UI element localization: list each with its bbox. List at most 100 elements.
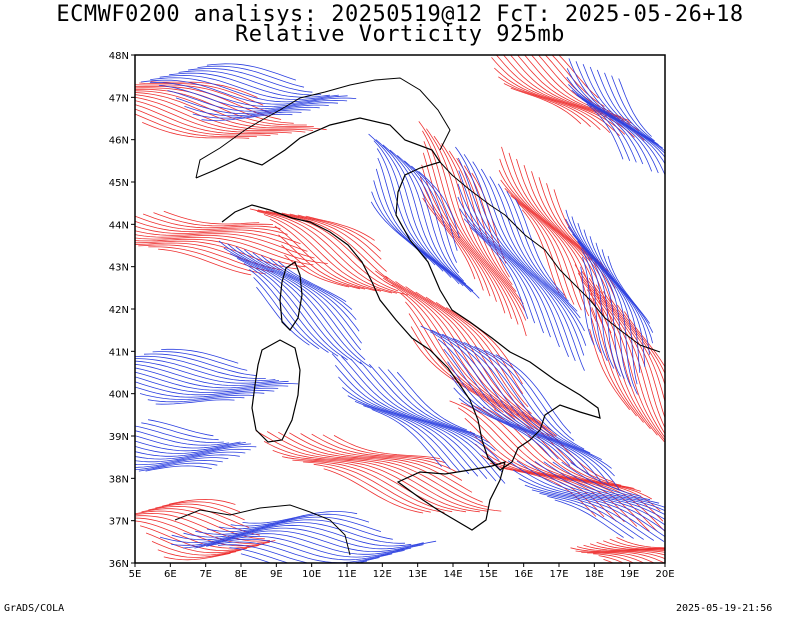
positive-contour-line xyxy=(448,150,517,293)
chart-subtitle: Relative Vorticity 925mb xyxy=(235,22,565,47)
positive-contour-line xyxy=(266,431,489,508)
lat-tick-label: 42N xyxy=(109,305,129,316)
positive-contour-line xyxy=(570,547,665,560)
negative-contour-line xyxy=(135,367,299,389)
negative-contour-line xyxy=(159,75,339,100)
positive-contour-line xyxy=(263,214,393,294)
positive-contour-line xyxy=(391,284,546,438)
negative-contour-line xyxy=(429,331,609,484)
negative-contour-line xyxy=(524,484,665,542)
positive-contour-line xyxy=(135,242,283,271)
negative-contour-line xyxy=(243,262,339,357)
positive-contour-line xyxy=(150,81,258,98)
negative-contour-line xyxy=(252,252,360,332)
positive-contour-line xyxy=(505,411,635,489)
negative-contour-line xyxy=(463,218,536,324)
lat-tick-label: 40N xyxy=(109,390,129,401)
sicily-coastline xyxy=(396,461,506,531)
positive-contour-line xyxy=(272,450,480,513)
negative-contour-line xyxy=(135,363,289,386)
positive-contour-line xyxy=(142,213,281,229)
negative-contour-line xyxy=(547,496,634,539)
negative-contour-line xyxy=(568,58,665,165)
negative-contour-line xyxy=(595,242,653,344)
sardinia-coastline xyxy=(251,339,301,443)
positive-contour-line xyxy=(141,508,260,536)
positive-contour-line xyxy=(598,555,625,563)
lon-tick-label: 5E xyxy=(129,569,142,580)
positive-contour-line xyxy=(435,301,524,395)
negative-contour-line xyxy=(135,355,266,379)
negative-contour-line xyxy=(575,61,665,158)
negative-contour-line xyxy=(201,113,293,121)
negative-contour-line xyxy=(158,84,339,110)
positive-contour-line xyxy=(135,234,328,264)
positive-contour-line xyxy=(157,549,237,558)
positive-contour-line xyxy=(577,272,665,441)
positive-contour-line xyxy=(616,537,665,549)
positive-contour-line xyxy=(581,271,665,435)
negative-contour-line xyxy=(229,547,368,563)
negative-contour-line xyxy=(155,399,235,405)
positive-contour-line xyxy=(494,409,642,492)
negative-contour-line xyxy=(171,527,424,550)
negative-contour-line xyxy=(149,81,348,107)
negative-contour-line xyxy=(256,286,310,346)
lon-tick-label: 20E xyxy=(655,569,674,580)
positive-contour-line xyxy=(574,264,665,439)
positive-contour-line xyxy=(278,431,483,503)
positive-contour-line xyxy=(499,158,605,328)
negative-contour-line xyxy=(159,530,437,553)
negative-contour-line xyxy=(531,489,655,541)
positive-contour-line xyxy=(269,218,382,292)
negative-contour-line xyxy=(143,353,257,376)
negative-contour-line xyxy=(334,364,497,482)
positive-contour-line xyxy=(257,209,399,292)
positive-contour-line xyxy=(138,244,274,273)
positive-contour-line xyxy=(504,188,582,311)
negative-contour-line xyxy=(396,371,467,431)
negative-contour-line xyxy=(375,168,452,278)
positive-contour-line xyxy=(499,467,597,517)
negative-contour-line xyxy=(135,358,276,382)
positive-contour-line xyxy=(475,443,625,523)
lat-tick-label: 45N xyxy=(109,178,129,189)
negative-contour-line xyxy=(350,358,500,461)
negative-contour-line xyxy=(187,68,313,93)
negative-contour-line xyxy=(135,459,223,471)
positive-contour-line xyxy=(135,86,282,120)
negative-contour-line xyxy=(135,376,279,393)
negative-contour-line xyxy=(418,171,460,239)
negative-contour-line xyxy=(183,524,412,547)
negative-contour-line xyxy=(260,255,357,320)
negative-contour-line xyxy=(459,208,544,334)
negative-contour-line xyxy=(363,405,451,470)
negative-contour-line xyxy=(135,451,246,463)
negative-contour-line xyxy=(371,191,436,266)
negative-contour-line xyxy=(580,248,608,361)
negative-contour-line xyxy=(577,222,641,373)
negative-contour-line xyxy=(369,363,491,444)
positive-contour-line xyxy=(135,515,276,544)
negative-contour-line xyxy=(601,249,654,333)
negative-contour-line xyxy=(552,461,660,504)
positive-contour-line xyxy=(422,130,519,325)
negative-contour-line xyxy=(269,258,353,310)
positive-contour-line xyxy=(289,213,382,260)
positive-contour-line xyxy=(135,96,306,133)
lat-tick-label: 37N xyxy=(109,517,129,528)
negative-contour-line xyxy=(458,170,569,357)
negative-contour-line xyxy=(218,516,382,532)
negative-contour-line xyxy=(135,454,240,466)
negative-contour-line xyxy=(489,176,581,319)
positive-contour-line xyxy=(495,55,626,135)
negative-contour-line xyxy=(507,460,665,526)
positive-contour-line xyxy=(135,88,307,126)
chart-title: ECMWF0200 analisys: 20250519@12 FcT: 202… xyxy=(56,2,744,27)
negative-contour-line xyxy=(497,183,578,312)
negative-contour-line xyxy=(242,511,358,524)
alpine-border xyxy=(195,77,451,179)
negative-contour-line xyxy=(138,462,218,472)
lon-tick-label: 18E xyxy=(585,569,604,580)
negative-contour-line xyxy=(420,325,621,491)
